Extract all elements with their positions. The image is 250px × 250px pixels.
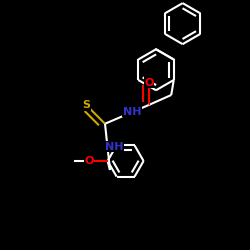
Text: S: S — [82, 100, 90, 110]
Text: O: O — [144, 78, 154, 88]
Text: NH: NH — [122, 107, 141, 117]
Text: O: O — [84, 156, 94, 166]
Text: NH: NH — [104, 142, 123, 152]
